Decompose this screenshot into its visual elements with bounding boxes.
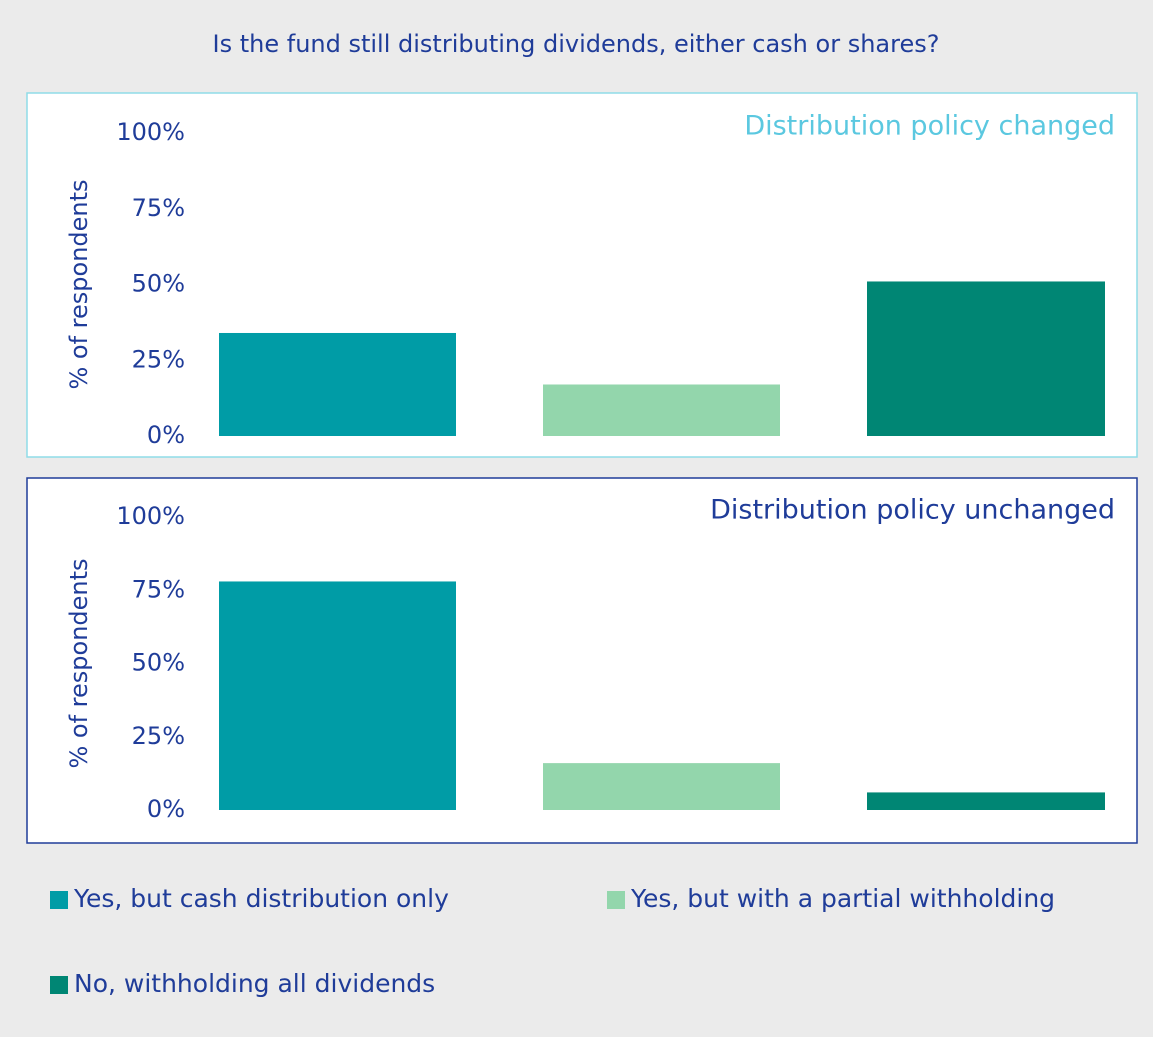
legend-swatch: [50, 891, 68, 909]
legend-label: Yes, but cash distribution only: [73, 884, 449, 913]
legend-label: Yes, but with a partial withholding: [630, 884, 1055, 913]
y-axis-label: % of respondents: [65, 179, 93, 389]
y-tick-label: 75%: [132, 575, 185, 603]
panel-title: Distribution policy changed: [744, 111, 1115, 142]
y-tick-label: 25%: [132, 722, 185, 750]
bar: [543, 384, 780, 436]
y-axis-label: % of respondents: [65, 558, 93, 768]
bar: [543, 763, 780, 810]
bar: [219, 581, 456, 810]
y-tick-label: 50%: [132, 270, 185, 298]
bar: [867, 281, 1105, 436]
chart-title: Is the fund still distributing dividends…: [213, 30, 940, 58]
bar: [219, 332, 456, 436]
bar: [867, 792, 1105, 810]
y-tick-label: 100%: [116, 502, 185, 530]
panel-title: Distribution policy unchanged: [710, 495, 1115, 526]
legend-swatch: [607, 891, 625, 909]
y-tick-label: 100%: [116, 118, 185, 146]
y-tick-label: 0%: [147, 795, 185, 823]
legend-label: No, withholding all dividends: [74, 969, 435, 998]
y-tick-label: 75%: [132, 194, 185, 222]
y-tick-label: 25%: [132, 345, 185, 373]
y-tick-label: 0%: [147, 421, 185, 449]
legend-swatch: [50, 976, 68, 994]
y-tick-label: 50%: [132, 649, 185, 677]
